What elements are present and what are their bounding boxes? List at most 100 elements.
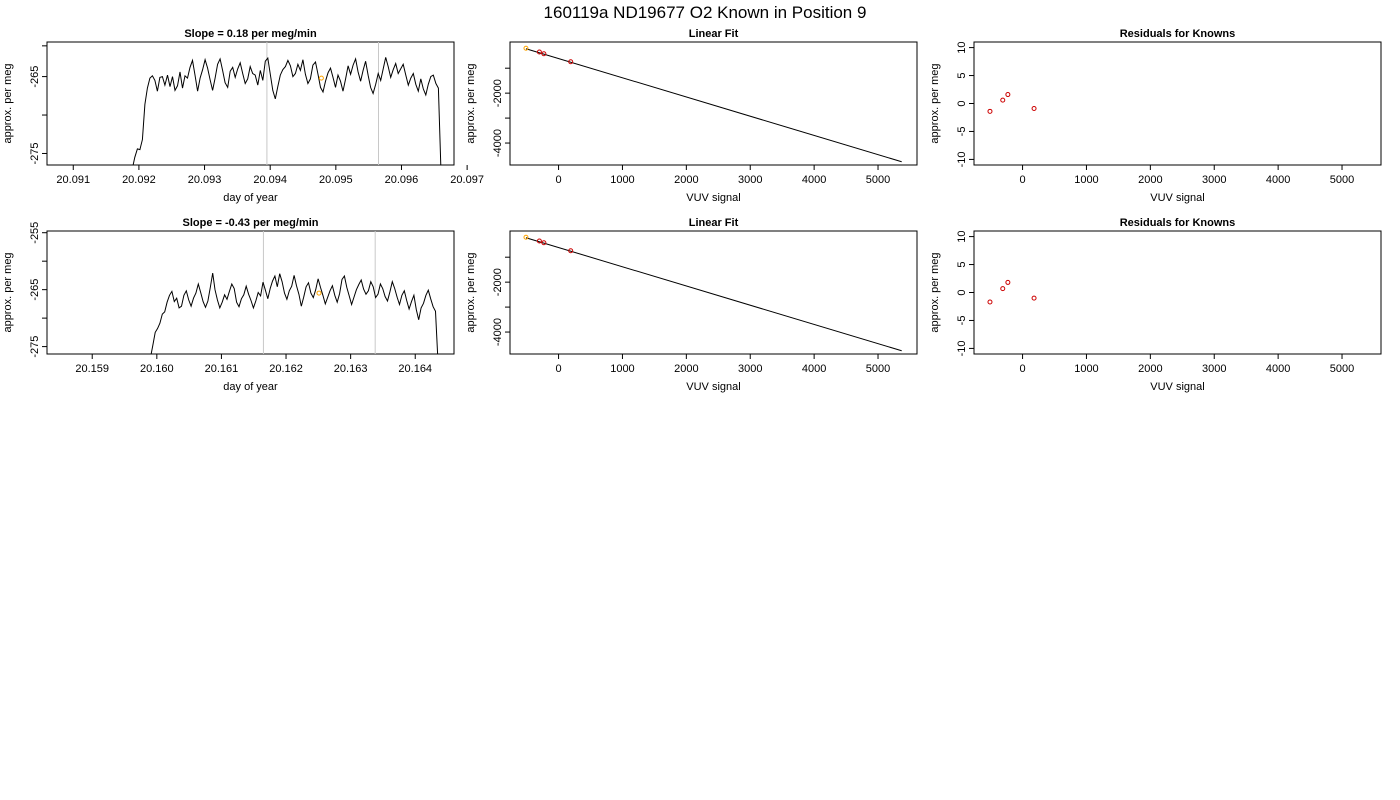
x-axis-label: day of year (223, 192, 278, 204)
x-axis-label: VUV signal (1150, 381, 1204, 393)
x-axis-label: VUV signal (1150, 192, 1204, 204)
x-axis-label: VUV signal (686, 381, 740, 393)
panel-1: Slope = 0.18 per meg/min day of year appro… (2, 28, 484, 204)
y-tick-label: 10 (956, 230, 968, 242)
y-tick-label: -5 (956, 316, 968, 326)
x-tick-label: 5000 (866, 174, 890, 186)
y-axis-label: approx. per meg (2, 63, 14, 143)
y-tick-label: -10 (956, 151, 968, 167)
panel-title: Slope = -0.43 per meg/min (182, 217, 318, 229)
data-point (536, 238, 542, 244)
x-tick-label: 20.096 (385, 174, 419, 186)
data-point (523, 234, 529, 240)
data-point (1000, 286, 1006, 292)
x-tick-label: 5000 (1330, 363, 1354, 375)
x-tick-label: 5000 (866, 363, 890, 375)
x-tick-label: 1000 (610, 363, 634, 375)
y-tick-label: -275 (29, 336, 41, 358)
x-tick-label: 4000 (802, 363, 826, 375)
data-point (1005, 279, 1011, 285)
y-tick-label: 0 (956, 289, 968, 295)
panel-title: Residuals for Knowns (1120, 217, 1236, 229)
x-tick-label: 20.093 (188, 174, 222, 186)
x-tick-label: 2000 (674, 363, 698, 375)
y-axis-label: approx. per meg (929, 252, 941, 332)
panel-title: Linear Fit (689, 28, 739, 40)
panel-2: Linear Fit VUV signal approx. per meg 0 1000… (465, 28, 918, 204)
y-axis-label: approx. per meg (2, 252, 14, 332)
y-tick-label: -5 (956, 127, 968, 137)
x-tick-label: 1000 (1074, 174, 1098, 186)
plot-frame (509, 41, 918, 166)
y-tick-label: -2000 (492, 268, 504, 296)
data-point (523, 45, 529, 51)
x-tick-label: 20.095 (319, 174, 353, 186)
fit-line (525, 48, 902, 163)
x-tick-label: 20.160 (140, 363, 174, 375)
plot-frame (973, 230, 1382, 355)
plot-frame (973, 41, 1382, 166)
x-tick-label: 4000 (802, 174, 826, 186)
plot-frame (46, 41, 455, 166)
data-point (536, 49, 542, 55)
y-tick-label: -10 (956, 340, 968, 356)
plot-frame (46, 230, 455, 355)
data-point (987, 299, 993, 305)
x-tick-label: 2000 (1138, 363, 1162, 375)
x-tick-label: 4000 (1266, 363, 1290, 375)
y-axis-label: approx. per meg (465, 252, 477, 332)
data-point (541, 51, 547, 57)
panel-5: Linear Fit VUV signal approx. per meg 0 1000… (465, 217, 918, 393)
y-tick-label: -4000 (492, 129, 504, 157)
y-tick-label: -275 (29, 142, 41, 164)
plot-area (523, 234, 902, 352)
plot-area (523, 45, 902, 163)
x-tick-label: 4000 (1266, 174, 1290, 186)
y-tick-label: 0 (956, 100, 968, 106)
data-point (541, 240, 547, 246)
data-point (1031, 106, 1037, 112)
x-tick-label: 20.097 (450, 174, 484, 186)
plot-area (987, 279, 1037, 305)
x-tick-label: 20.159 (75, 363, 109, 375)
panel-3: Residuals for Knowns VUV signal approx. pe… (929, 28, 1382, 204)
data-point (1005, 92, 1011, 98)
x-tick-label: 0 (555, 174, 561, 186)
x-tick-label: 3000 (1202, 363, 1226, 375)
x-tick-label: 5000 (1330, 174, 1354, 186)
plot-frame (509, 230, 918, 355)
y-tick-label: -265 (29, 279, 41, 301)
x-tick-label: 3000 (1202, 174, 1226, 186)
x-tick-label: 0 (1019, 363, 1025, 375)
series-line (132, 56, 442, 165)
y-tick-label: -255 (29, 222, 41, 244)
x-tick-label: 20.162 (269, 363, 303, 375)
panel-title: Residuals for Knowns (1120, 28, 1236, 40)
y-tick-label: -4000 (492, 318, 504, 346)
y-tick-label: 5 (956, 261, 968, 267)
y-axis-label: approx. per meg (929, 63, 941, 143)
data-point (1031, 295, 1037, 301)
fit-line (525, 237, 902, 352)
panel-title: Linear Fit (689, 217, 739, 229)
data-point (318, 75, 324, 81)
plot-area (150, 231, 439, 354)
y-axis-label: approx. per meg (465, 63, 477, 143)
data-point (568, 59, 574, 65)
x-axis-label: day of year (223, 381, 278, 393)
panel-6: Residuals for Knowns VUV signal approx. pe… (929, 217, 1382, 393)
panels: Slope = 0.18 per meg/min day of year appro… (2, 28, 1382, 393)
plot-area (987, 92, 1037, 114)
x-tick-label: 20.163 (334, 363, 368, 375)
x-tick-label: 1000 (1074, 363, 1098, 375)
x-tick-label: 1000 (610, 174, 634, 186)
x-tick-label: 20.092 (122, 174, 156, 186)
y-tick-label: 10 (956, 41, 968, 53)
x-tick-label: 20.091 (56, 174, 90, 186)
y-tick-label: -265 (29, 66, 41, 88)
data-point (316, 290, 322, 296)
y-tick-label: -2000 (492, 79, 504, 107)
x-tick-label: 2000 (1138, 174, 1162, 186)
series-line (150, 273, 439, 354)
